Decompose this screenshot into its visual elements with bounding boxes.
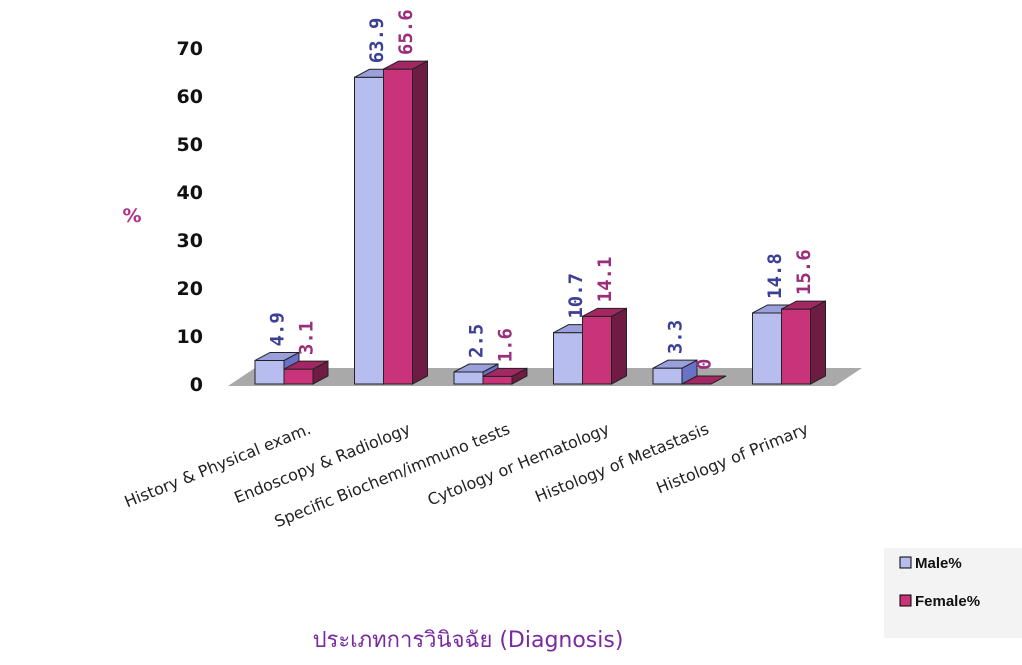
bar-male-front (453, 371, 484, 385)
value-label-male: 2.5 (466, 324, 488, 358)
y-tick-label: 40 (177, 182, 203, 204)
y-tick-label: 60 (177, 86, 203, 108)
y-axis: 0 10 20 30 40 50 60 70 (177, 38, 203, 396)
bar-female-front (283, 368, 314, 385)
bar-female-top (482, 367, 528, 377)
value-label-female: 3.1 (296, 321, 318, 355)
y-tick-label: 20 (177, 278, 203, 300)
bar-female (283, 360, 329, 385)
x-tick-label: Cytology or Hematology (425, 419, 612, 509)
bar-male-top (453, 363, 499, 373)
x-tick-label: Histology of Metastasis (532, 419, 711, 506)
bar-male-front (752, 312, 782, 385)
y-tick-label: 50 (177, 134, 203, 156)
bar-female-top (781, 300, 826, 310)
bar-male (652, 359, 698, 385)
value-label-female: 14.1 (594, 257, 616, 303)
legend-label-female: Female% (915, 593, 980, 610)
bar-female (482, 367, 528, 385)
legend-label-male: Male% (915, 555, 962, 572)
bar-female-top (283, 360, 329, 370)
bar-female-top (681, 375, 727, 385)
y-tick-label: 30 (177, 230, 203, 252)
y-tick-label: 70 (177, 38, 203, 60)
value-label-male: 63.9 (366, 18, 388, 64)
x-axis-label: ประเภทการวินิจฉัย (Diagnosis) (313, 628, 624, 653)
legend-swatch-female (899, 594, 912, 607)
bar-female-front (582, 315, 612, 385)
value-label-female: 1.6 (495, 328, 517, 362)
value-label-female: 15.6 (793, 249, 815, 295)
bar-male-front (652, 367, 683, 385)
bar-male-top (652, 359, 698, 369)
value-label-male: 10.7 (565, 273, 587, 319)
x-axis-categories: History & Physical exam.Endoscopy & Radi… (122, 419, 811, 531)
bar-male-front (553, 332, 583, 385)
bar-female-front (383, 68, 413, 385)
value-label-male: 3.3 (665, 320, 687, 354)
legend-swatch-male (899, 556, 912, 569)
value-label-female: 0 (694, 359, 716, 370)
bar-male-front (354, 76, 384, 385)
bar-female (781, 300, 826, 385)
bar-female-side (611, 307, 627, 385)
value-label-male: 14.8 (764, 253, 786, 299)
value-labels: 4.9 3.1 63.9 65.6 2.5 1.6 10.7 14.1 3.3 0 14.8 15.6 (267, 9, 816, 370)
bar-female-top (383, 60, 428, 70)
bars (254, 60, 826, 385)
y-tick-label: 10 (177, 326, 203, 348)
y-axis-label: % (122, 205, 141, 227)
bar-female-front (781, 308, 811, 385)
value-label-male: 4.9 (267, 312, 289, 346)
bar-female (582, 307, 627, 385)
y-tick-label: 0 (190, 374, 203, 396)
bar-female-side (412, 60, 428, 385)
legend: Male% Female% (884, 548, 1022, 638)
bar-female-top (582, 307, 627, 317)
bar-male-front (254, 359, 285, 385)
bar-female-side (810, 300, 826, 385)
value-label-female: 65.6 (395, 9, 417, 55)
bar-female (681, 375, 727, 385)
bar-female-front (482, 375, 513, 385)
bar-female (383, 60, 428, 385)
bar-male-top (254, 351, 300, 361)
x-tick-label: History & Physical exam. (122, 419, 314, 511)
